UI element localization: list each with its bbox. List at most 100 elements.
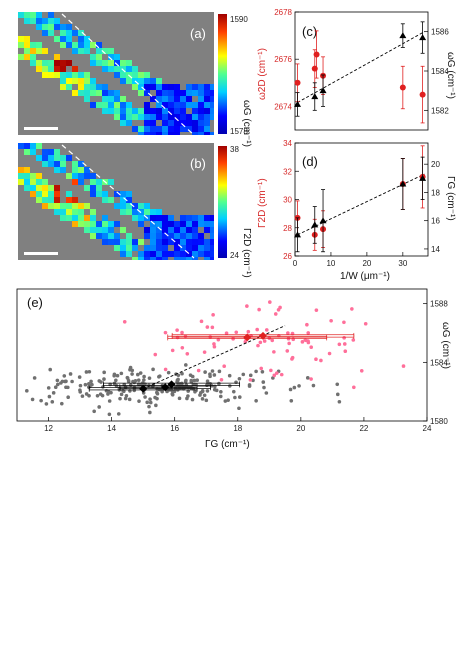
- map-pixel: [78, 215, 84, 221]
- map-pixel: [156, 108, 162, 114]
- scatter-point: [208, 372, 212, 376]
- map-pixel: [192, 239, 198, 245]
- map-pixel: [24, 36, 30, 42]
- map-pixel: [144, 78, 150, 84]
- scatter-point: [259, 366, 264, 371]
- map-pixel: [114, 191, 120, 197]
- map-pixel: [162, 233, 168, 239]
- map-pixel: [120, 239, 126, 245]
- map-pixel: [156, 126, 162, 132]
- scatter-point: [351, 338, 356, 342]
- x-tick-label: 14: [107, 424, 116, 433]
- map-pixel: [30, 18, 36, 24]
- scatter-point: [55, 378, 60, 383]
- map-pixel: [138, 203, 144, 209]
- map-b-diagonal-line: [61, 144, 195, 259]
- scatter-point: [143, 395, 147, 399]
- map-pixel: [150, 209, 156, 215]
- scatter-point: [175, 328, 179, 332]
- plot-c-right-axis-label: ωG (cm⁻¹): [445, 52, 456, 99]
- map-pixel: [90, 227, 96, 233]
- map-pixel: [102, 197, 108, 203]
- scatter-point: [237, 377, 242, 381]
- scatter-point: [107, 412, 112, 417]
- map-pixel: [48, 66, 54, 72]
- map-pixel: [30, 60, 36, 66]
- map-pixel: [174, 221, 180, 227]
- map-pixel: [72, 42, 78, 48]
- map-pixel: [36, 60, 42, 66]
- data-point-circle: [294, 79, 301, 86]
- map-pixel: [120, 203, 126, 209]
- map-pixel: [60, 155, 66, 161]
- map-pixel: [162, 239, 168, 245]
- map-pixel: [198, 96, 204, 102]
- map-pixel: [48, 191, 54, 197]
- map-pixel: [66, 84, 72, 90]
- map-pixel: [42, 18, 48, 24]
- map-pixel: [72, 203, 78, 209]
- map-pixel: [66, 78, 72, 84]
- map-pixel: [204, 108, 210, 114]
- map-pixel: [210, 233, 214, 239]
- map-pixel: [144, 233, 150, 239]
- panel-b-label: (b): [190, 156, 206, 171]
- map-pixel: [54, 155, 60, 161]
- map-pixel: [138, 221, 144, 227]
- map-pixel: [186, 90, 192, 96]
- map-pixel: [120, 197, 126, 203]
- plot-e-frame: [16, 288, 428, 422]
- map-pixel: [72, 215, 78, 221]
- map-pixel: [84, 48, 90, 54]
- scatter-point: [97, 405, 101, 409]
- map-pixel: [180, 233, 186, 239]
- colorbar-a-min: 1578: [230, 127, 248, 136]
- map-pixel: [78, 179, 84, 185]
- map-pixel: [24, 143, 30, 149]
- map-pixel: [210, 251, 214, 257]
- right-tick-label: 20: [431, 160, 440, 169]
- map-pixel: [96, 102, 102, 108]
- map-b-cells: [18, 143, 214, 260]
- map-pixel: [144, 245, 150, 251]
- scatter-point: [217, 369, 222, 374]
- map-pixel: [198, 251, 204, 257]
- map-pixel: [198, 239, 204, 245]
- map-pixel: [132, 245, 138, 251]
- right-tick-label: 14: [431, 245, 440, 254]
- right-tick-label: 1580: [430, 417, 448, 426]
- scatter-point: [303, 338, 308, 342]
- scatter-point: [55, 382, 60, 387]
- map-pixel: [168, 215, 174, 221]
- map-pixel: [60, 209, 66, 215]
- map-pixel: [108, 221, 114, 227]
- map-pixel: [78, 90, 84, 96]
- map-pixel: [60, 167, 66, 173]
- map-pixel: [168, 251, 174, 257]
- left-tick-label: 28: [283, 224, 292, 233]
- scatter-point: [247, 384, 252, 388]
- map-pixel: [204, 239, 210, 245]
- scatter-point: [154, 403, 158, 408]
- map-pixel: [180, 215, 186, 221]
- map-pixel: [42, 24, 48, 30]
- map-pixel: [192, 221, 198, 227]
- map-pixel: [30, 42, 36, 48]
- map-pixel: [84, 42, 90, 48]
- map-pixel: [120, 78, 126, 84]
- scatter-point: [170, 392, 175, 396]
- scatter-point: [205, 325, 210, 329]
- scatter-point: [231, 389, 236, 394]
- scatter-point: [233, 395, 237, 400]
- x-tick-label: 16: [170, 424, 179, 433]
- scatter-point: [166, 370, 171, 375]
- map-pixel: [156, 209, 162, 215]
- map-pixel: [90, 173, 96, 179]
- map-pixel: [36, 179, 42, 185]
- scatter-point: [147, 404, 151, 409]
- scatter-point: [48, 367, 53, 372]
- scatter-point: [359, 369, 364, 373]
- map-pixel: [78, 48, 84, 54]
- map-pixel: [54, 209, 60, 215]
- scatter-point: [342, 342, 347, 346]
